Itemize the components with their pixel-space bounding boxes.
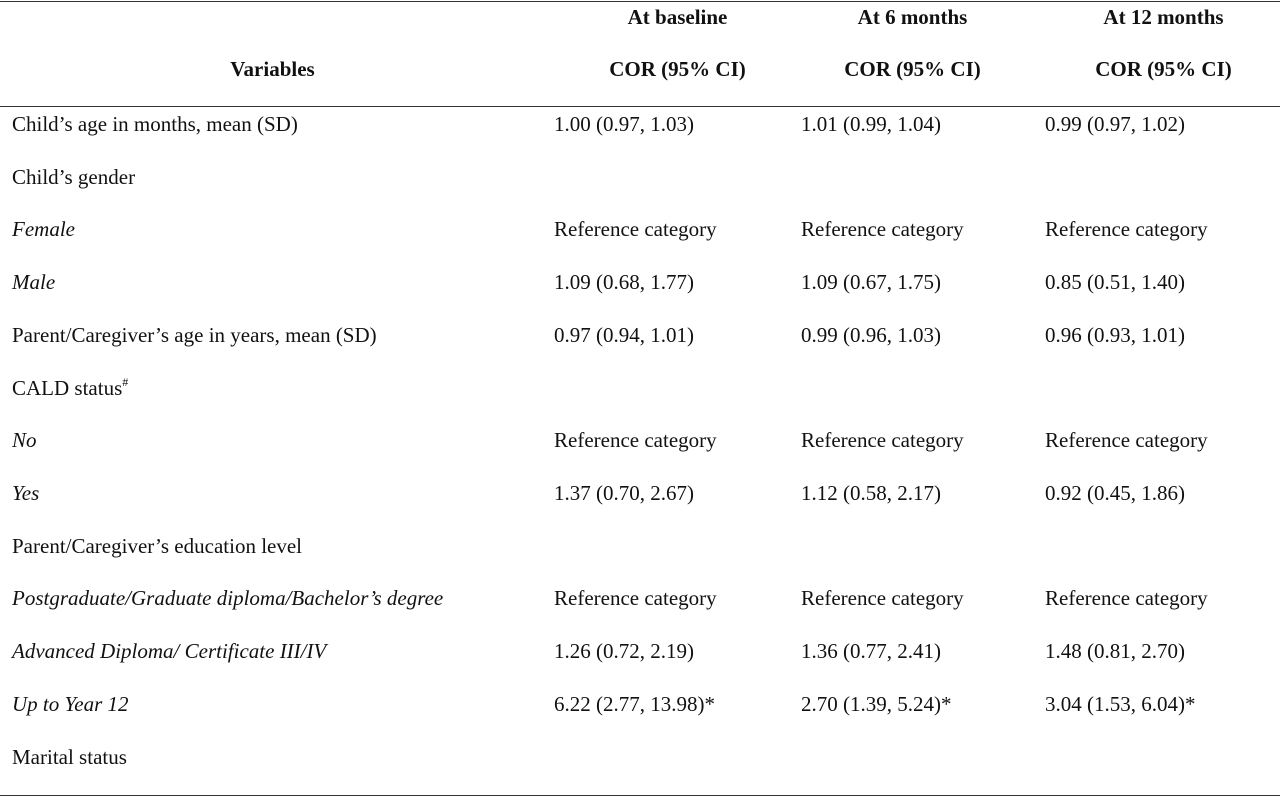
- header-baseline-measure: COR (95% CI): [609, 57, 746, 81]
- value-12-months: 3.04 (1.53, 6.04)*: [1045, 692, 1196, 716]
- table-row: Advanced Diploma/ Certificate III/IV 1.2…: [0, 639, 1280, 669]
- table-row: Up to Year 12 6.22 (2.77, 13.98)* 2.70 (…: [0, 692, 1280, 722]
- table-row: Postgraduate/Graduate diploma/Bachelor’s…: [0, 586, 1280, 616]
- value-6-months: Reference category: [801, 217, 964, 241]
- footnote-marker: #: [122, 375, 129, 389]
- header-12-months: At 12 months COR (95% CI): [1035, 0, 1280, 100]
- value-12-months: 0.92 (0.45, 1.86): [1045, 481, 1185, 505]
- row-label: Child’s age in months, mean (SD): [12, 112, 298, 136]
- table-row: Marital status: [0, 745, 1280, 775]
- table-row: Male 1.09 (0.68, 1.77) 1.09 (0.67, 1.75)…: [0, 270, 1280, 300]
- value-baseline: Reference category: [554, 428, 717, 452]
- table-row: Child’s gender: [0, 165, 1280, 195]
- table-row: Parent/Caregiver’s age in years, mean (S…: [0, 323, 1280, 353]
- row-label: Child’s gender: [12, 165, 136, 189]
- header-6-months-title: At 6 months: [857, 5, 968, 29]
- value-6-months: 1.36 (0.77, 2.41): [801, 639, 941, 663]
- row-label: Up to Year 12: [12, 692, 129, 716]
- table-row: Yes 1.37 (0.70, 2.67) 1.12 (0.58, 2.17) …: [0, 481, 1280, 511]
- value-baseline: 1.00 (0.97, 1.03): [554, 112, 694, 136]
- row-label: Postgraduate/Graduate diploma/Bachelor’s…: [12, 586, 444, 610]
- value-12-months: Reference category: [1045, 428, 1208, 452]
- value-6-months: 1.01 (0.99, 1.04): [801, 112, 941, 136]
- value-6-months: 0.99 (0.96, 1.03): [801, 323, 941, 347]
- row-label: Advanced Diploma/ Certificate III/IV: [12, 639, 327, 663]
- header-baseline-title: At baseline: [627, 5, 728, 29]
- table-row: Female Reference category Reference cate…: [0, 217, 1280, 247]
- value-6-months: 2.70 (1.39, 5.24)*: [801, 692, 952, 716]
- value-6-months: Reference category: [801, 428, 964, 452]
- value-6-months: Reference category: [801, 586, 964, 610]
- row-label: Marital status: [12, 745, 127, 769]
- header-6-months: At 6 months COR (95% CI): [790, 0, 1035, 100]
- header-12-months-measure: COR (95% CI): [1095, 57, 1232, 81]
- header-variables: Variables: [230, 57, 315, 81]
- value-baseline: 6.22 (2.77, 13.98)*: [554, 692, 715, 716]
- table-row: CALD status#: [0, 376, 1280, 406]
- row-label: CALD status: [12, 376, 123, 400]
- value-12-months: Reference category: [1045, 217, 1208, 241]
- value-12-months: 0.85 (0.51, 1.40): [1045, 270, 1185, 294]
- value-12-months: 0.96 (0.93, 1.01): [1045, 323, 1185, 347]
- top-rule: [0, 1, 1280, 2]
- value-6-months: 1.12 (0.58, 2.17): [801, 481, 941, 505]
- value-12-months: Reference category: [1045, 586, 1208, 610]
- row-label: Female: [12, 217, 75, 241]
- value-baseline: 1.37 (0.70, 2.67): [554, 481, 694, 505]
- table-row: No Reference category Reference category…: [0, 428, 1280, 458]
- table-row: Parent/Caregiver’s education level: [0, 534, 1280, 564]
- value-12-months: 0.99 (0.97, 1.02): [1045, 112, 1185, 136]
- row-label-group: CALD status#: [12, 376, 128, 401]
- header-rule: [0, 106, 1280, 107]
- row-label: Parent/Caregiver’s age in years, mean (S…: [12, 323, 377, 347]
- bottom-rule: [0, 795, 1280, 796]
- header-baseline: At baseline COR (95% CI): [545, 0, 790, 100]
- value-baseline: Reference category: [554, 586, 717, 610]
- value-6-months: 1.09 (0.67, 1.75): [801, 270, 941, 294]
- value-baseline: Reference category: [554, 217, 717, 241]
- row-label: No: [12, 428, 37, 452]
- row-label: Yes: [12, 481, 40, 505]
- table-row: Child’s age in months, mean (SD) 1.00 (0…: [0, 112, 1280, 142]
- row-label: Male: [12, 270, 56, 294]
- value-12-months: 1.48 (0.81, 2.70): [1045, 639, 1185, 663]
- value-baseline: 1.09 (0.68, 1.77): [554, 270, 694, 294]
- header-12-months-title: At 12 months: [1103, 5, 1224, 29]
- value-baseline: 0.97 (0.94, 1.01): [554, 323, 694, 347]
- row-label: Parent/Caregiver’s education level: [12, 534, 303, 558]
- value-baseline: 1.26 (0.72, 2.19): [554, 639, 694, 663]
- header-6-months-measure: COR (95% CI): [844, 57, 981, 81]
